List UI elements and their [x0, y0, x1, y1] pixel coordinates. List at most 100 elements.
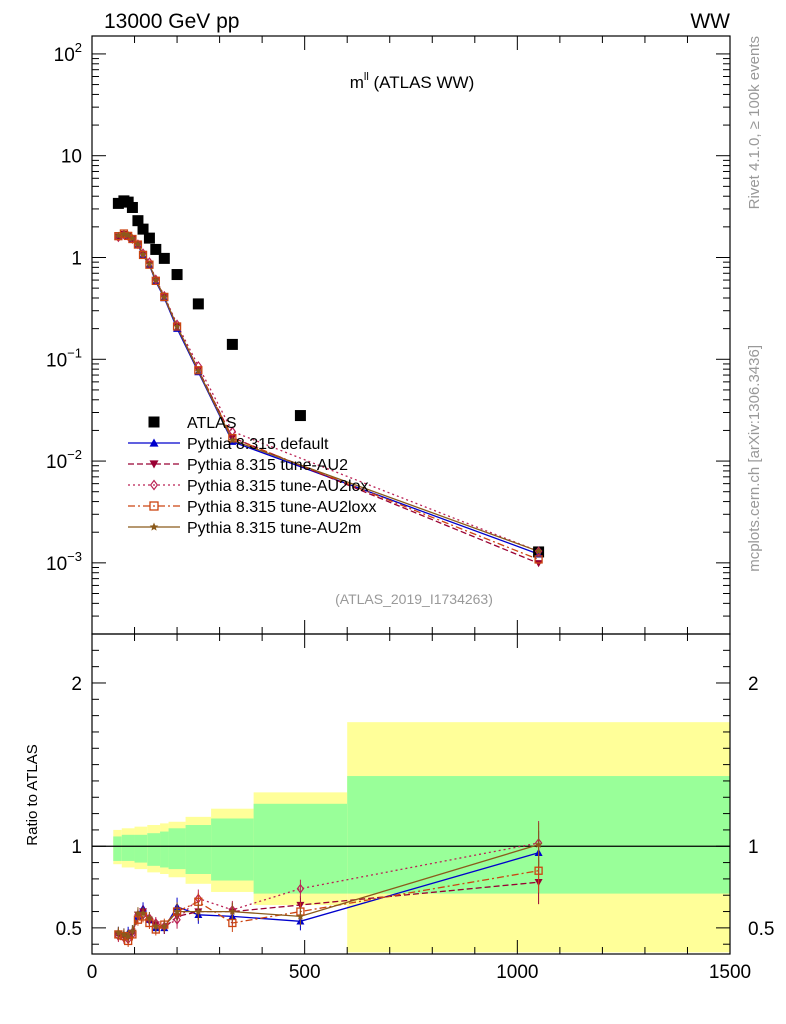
legend-label-5: Pythia 8.315 tune-AU2m — [187, 520, 361, 537]
ytick-exponent: 2 — [75, 40, 82, 55]
main-point-2-12 — [534, 560, 543, 568]
ratio-point-4-10 — [194, 907, 203, 915]
main-ytick-label-4: 10−2 — [46, 447, 82, 473]
xtick-label-1: 500 — [289, 962, 321, 983]
main-point-4-10 — [194, 366, 203, 375]
band-green-7 — [211, 818, 254, 881]
main-point-5-2 — [124, 231, 132, 239]
ratio-point-4-5 — [139, 909, 147, 917]
ratio-ylabel: Ratio to ATLAS — [24, 744, 41, 845]
main-point-0-3 — [126, 201, 138, 213]
main-point-5-0 — [114, 231, 123, 239]
main-point-0-4 — [132, 215, 144, 227]
rivet-version-label: Rivet 4.1.0, ≥ 100k events — [746, 36, 763, 209]
ratio-point-4-12 — [296, 912, 305, 920]
main-point-0-9 — [171, 269, 183, 281]
legend-label-1: Pythia 8.315 default — [187, 436, 329, 453]
ytick-exponent: −1 — [67, 345, 82, 360]
legend-marker-2 — [149, 460, 159, 469]
title-superscript: ll — [364, 71, 369, 83]
ytick-base: 10 — [46, 452, 67, 473]
legend-label-4: Pythia 8.315 tune-AU2loxx — [187, 499, 376, 516]
ytick-base: 10 — [46, 350, 67, 371]
ratio-ytick-label-left-2: 2 — [71, 674, 82, 695]
main-frame — [91, 35, 731, 635]
main-ytick-label-2: 1 — [71, 248, 82, 269]
main-point-5-12 — [534, 547, 543, 555]
band-green-0 — [113, 836, 122, 861]
main-point-0-0 — [112, 197, 124, 209]
legend-marker-5 — [149, 522, 159, 531]
title-m: m — [350, 73, 364, 92]
main-point-4-12 — [534, 555, 543, 564]
ytick-base: 10 — [54, 45, 75, 66]
xtick-label-3: 1500 — [709, 962, 751, 983]
ytick-base: 10 — [46, 554, 67, 575]
ratio-point-4-13 — [534, 840, 543, 848]
analysis-id: (ATLAS_2019_I1734263) — [335, 591, 493, 607]
ytick-exponent: −3 — [67, 549, 82, 564]
band-green-3 — [147, 833, 161, 866]
main-point-5-8 — [160, 292, 169, 301]
main-point-3-7 — [152, 274, 160, 285]
xtick-label-0: 0 — [87, 962, 98, 983]
band-green-4 — [160, 831, 169, 868]
band-green-5 — [168, 828, 186, 870]
legend-label-2: Pythia 8.315 tune-AU2 — [187, 457, 348, 474]
ratio-point-3-13 — [534, 866, 543, 875]
ytick-base: 1 — [71, 248, 82, 269]
main-point-0-6 — [143, 232, 155, 244]
uncertainty-bands — [113, 722, 730, 953]
ratio-y-axis: 0.5 0.5 1 1 2 2 — [56, 649, 774, 945]
band-green-6 — [185, 825, 212, 874]
main-point-5-10 — [194, 366, 203, 375]
legend-marker-3 — [149, 479, 159, 491]
ratio-frame — [91, 633, 731, 955]
legend-label-0: ATLAS — [187, 415, 237, 432]
x-axis: 0 500 1000 1500 — [87, 634, 751, 983]
main-point-5-7 — [152, 276, 160, 284]
ytick-exponent: −2 — [67, 447, 82, 462]
main-series-markers — [112, 195, 545, 568]
ratio-series-markers — [114, 820, 543, 947]
main-point-0-11 — [226, 338, 238, 350]
ratio-point-4-2 — [124, 932, 132, 940]
main-point-5-4 — [134, 240, 142, 248]
ratio-point-4-11 — [228, 907, 237, 915]
ratio-point-4-8 — [160, 922, 169, 930]
legend-label-3: Pythia 8.315 tune-AU2lox — [187, 478, 368, 495]
ratio-ytick-label-left-1: 1 — [71, 837, 82, 858]
mcplots-label: mcplots.cern.ch [arXiv:1306.3436] — [746, 345, 763, 572]
ratio-point-4-4 — [134, 909, 142, 917]
header-right: WW — [690, 10, 730, 33]
ratio-point-4-3 — [128, 927, 137, 935]
ratio-point-2-9 — [173, 914, 181, 925]
header-left: 13000 GeV pp — [104, 10, 239, 33]
xtick-label-2: 1000 — [496, 962, 538, 983]
main-ytick-label-5: 10−3 — [46, 549, 82, 575]
legend-marker-0 — [148, 416, 160, 428]
ratio-panel: 0.5 0.5 1 1 2 2 0 500 1000 1500 Ratio to ATLAS — [24, 633, 774, 983]
main-ytick-label-3: 10−1 — [46, 345, 82, 371]
ratio-point-4-6 — [145, 914, 154, 922]
ytick-base: 10 — [61, 147, 82, 168]
main-point-3-11 — [228, 426, 237, 437]
main-point-0-7 — [150, 243, 162, 255]
band-green-8 — [253, 803, 348, 894]
main-point-0-10 — [192, 298, 204, 310]
main-ytick-label-0: 102 — [54, 40, 82, 66]
main-point-5-3 — [128, 234, 137, 242]
band-green-1 — [121, 834, 135, 861]
ratio-ytick-label-right-1: 1 — [748, 837, 759, 858]
legend-marker-1 — [149, 438, 159, 447]
legend-marker-4 — [149, 501, 159, 511]
main-ytick-label-1: 10 — [61, 147, 82, 168]
title-suffix: (ATLAS WW) — [369, 73, 474, 92]
main-point-5-5 — [139, 250, 147, 258]
main-x-ticks — [91, 36, 731, 634]
legend: ATLAS Pythia 8.315 default Pythia 8.315 tu… — [128, 415, 376, 537]
ratio-point-4-7 — [152, 922, 160, 930]
plot-title: mll (ATLAS WW) — [350, 71, 475, 92]
